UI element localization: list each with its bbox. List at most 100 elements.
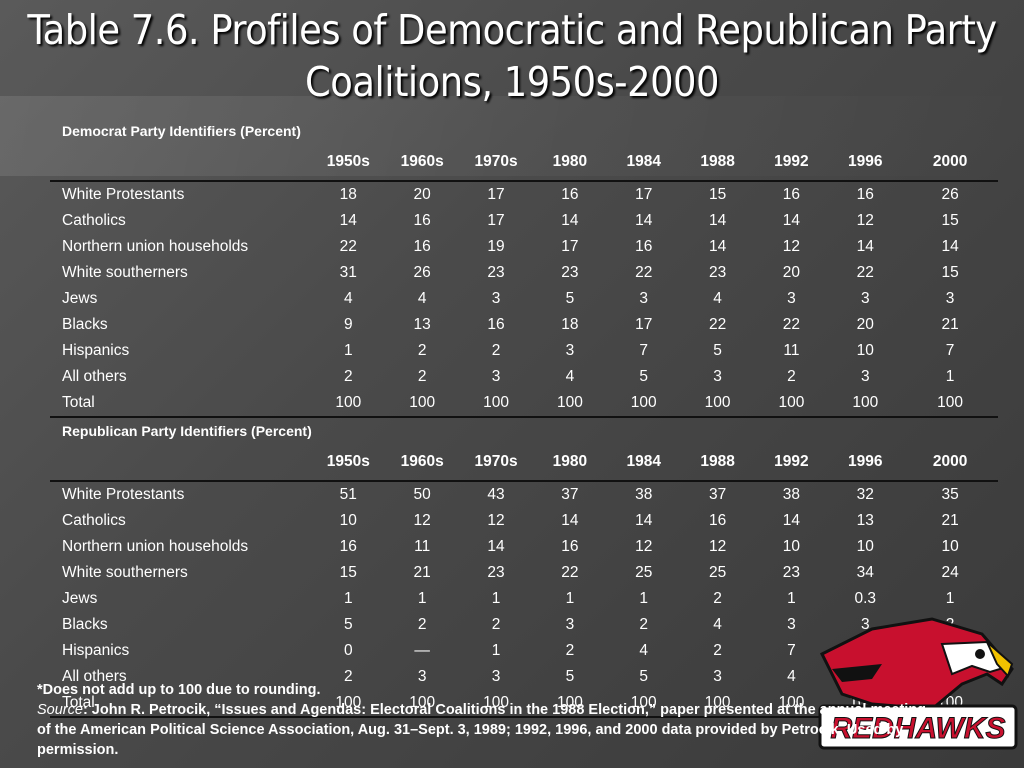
table-cell: 100 [556, 394, 583, 411]
source-citation: Source: John R. Petrocik, “Issues and Ag… [37, 700, 937, 760]
table-cell: 4 [713, 616, 722, 633]
table-cell: 23 [487, 564, 505, 581]
row-label: All others [62, 368, 127, 385]
year-header: 1980 [552, 153, 588, 170]
table-cell: 22 [708, 316, 727, 333]
table-cell: 11 [414, 538, 431, 555]
table-cell: 16 [635, 238, 653, 255]
table-cell: 14 [635, 512, 653, 529]
table-cell: 3 [565, 616, 575, 633]
table-cell: 1 [343, 342, 353, 359]
table-cell: 5 [565, 668, 575, 685]
table-cell: 100 [409, 694, 436, 711]
table-cell: 4 [417, 290, 427, 307]
row-label: Jews [62, 290, 98, 307]
table-cell: 20 [413, 186, 431, 203]
table-row: All others 2 2 3 4 5 3 2 3 1 [50, 364, 998, 390]
table-cell: 16 [561, 538, 579, 555]
table-row: White southerners 15 21 23 22 25 25 23 34 24 [50, 560, 998, 586]
table-cell: 100 [556, 694, 583, 711]
table-cell: 26 [941, 186, 959, 203]
table-row: White southerners 31 26 23 23 22 23 20 22 15 [50, 260, 998, 286]
table-cell: 14 [782, 212, 801, 229]
table-cell: 100 [335, 694, 362, 711]
table-cell: 1 [417, 590, 427, 607]
table-cell: 5 [639, 368, 649, 385]
table-cell: 2 [565, 642, 575, 659]
table-row: Blacks 9 13 16 18 17 22 22 20 21 [50, 312, 998, 338]
table-cell: 14 [487, 538, 505, 555]
coalitions-table: Democrat Party Identifiers (Percent) 1950… [50, 118, 998, 718]
table-cell: 35 [941, 486, 959, 503]
table-cell: 43 [487, 486, 505, 503]
table-cell: 5 [639, 668, 649, 685]
table-cell: 2 [417, 342, 427, 359]
slide-title: Table 7.6. Profiles of Democratic and Re… [27, 6, 997, 106]
table-cell: 3 [713, 668, 722, 685]
table-cell: 50 [413, 486, 431, 503]
logo-wordmark: REDHAWKS [830, 712, 1005, 745]
table-cell: 0.3 [854, 590, 877, 607]
table-cell: 3 [417, 668, 427, 685]
table-cell: 4 [713, 290, 722, 307]
table-cell: 3 [565, 342, 575, 359]
table-cell: 11 [783, 342, 800, 359]
table-cell: 21 [413, 564, 431, 581]
row-label: All others [62, 668, 127, 685]
table-cell: 20 [856, 316, 874, 333]
table-cell: 5 [565, 290, 575, 307]
table-cell: 2 [417, 368, 427, 385]
table-row: Catholics 10 12 12 14 14 16 14 13 21 [50, 508, 998, 534]
table-cell: 4 [343, 290, 353, 307]
table-cell: 2 [713, 642, 722, 659]
table-cell: 12 [413, 512, 431, 529]
table-cell: 7 [945, 342, 955, 359]
table-cell: 1 [565, 590, 575, 607]
table-cell: 2 [343, 368, 353, 385]
table-cell: 100 [483, 694, 509, 711]
year-header: 1950s [326, 153, 370, 170]
table-row: Jews 1 1 1 1 1 2 1 0.3 1 [50, 586, 998, 612]
table-cell: 100 [778, 394, 805, 411]
year-header: 1984 [626, 153, 661, 170]
table-cell: 3 [491, 290, 501, 307]
table-cell: 38 [635, 486, 653, 503]
table-cell: 10 [941, 538, 959, 555]
table-cell: 15 [708, 186, 727, 203]
table-cell: 2 [639, 616, 649, 633]
table-cell: 7 [639, 342, 649, 359]
table-cell: 17 [635, 316, 653, 333]
table-cell: 23 [487, 264, 505, 281]
table-cell: 100 [778, 694, 805, 711]
table-row: Total100100100100100100100101*100 [50, 690, 998, 717]
table-cell: 16 [487, 316, 505, 333]
table-cell: 14 [708, 212, 727, 229]
row-label: Jews [62, 590, 98, 607]
table-cell: 1 [343, 590, 353, 607]
table-cell: 100 [630, 394, 657, 411]
year-header: 1960s [400, 453, 444, 470]
table-cell: 16 [856, 186, 874, 203]
table-cell: 100 [937, 394, 964, 411]
table-cell: 2 [787, 368, 796, 385]
table-cell: 15 [339, 564, 357, 581]
footnote: *Does not add up to 100 due to rounding.… [37, 680, 937, 760]
row-label: Blacks [62, 616, 108, 633]
table-cell: 16 [339, 538, 357, 555]
table-cell: 12 [708, 538, 727, 555]
table-cell: 18 [561, 316, 579, 333]
year-header: 1988 [700, 453, 735, 470]
table-cell: 26 [413, 264, 431, 281]
table-cell: 22 [561, 564, 579, 581]
header-blank [50, 144, 311, 181]
table-row: Blacks522324332 [50, 612, 998, 638]
table-cell: 3 [860, 368, 870, 385]
table-cell: 21 [941, 316, 959, 333]
table-cell: 16 [782, 186, 801, 203]
table-cell: 38 [782, 486, 801, 503]
table-cell: 100 [483, 394, 509, 411]
table-cell: 19 [487, 238, 505, 255]
table-cell: 17 [561, 238, 579, 255]
row-label: Catholics [62, 212, 126, 229]
republican-section-heading: Republican Party Identifiers (Percent) [50, 417, 998, 444]
